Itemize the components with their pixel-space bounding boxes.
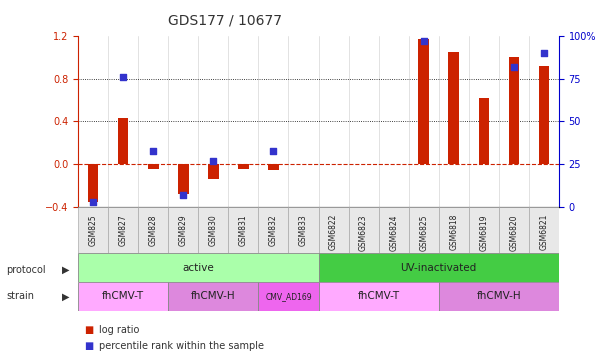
FancyBboxPatch shape bbox=[499, 207, 529, 253]
FancyBboxPatch shape bbox=[168, 207, 198, 253]
Bar bbox=[178, 164, 189, 194]
Point bbox=[88, 199, 98, 205]
FancyBboxPatch shape bbox=[319, 207, 349, 253]
Bar bbox=[418, 39, 429, 164]
Text: GSM6822: GSM6822 bbox=[329, 214, 338, 250]
FancyBboxPatch shape bbox=[349, 207, 379, 253]
Text: UV-inactivated: UV-inactivated bbox=[401, 263, 477, 273]
Text: GDS177 / 10677: GDS177 / 10677 bbox=[168, 14, 282, 28]
FancyBboxPatch shape bbox=[78, 207, 108, 253]
Text: GSM6819: GSM6819 bbox=[480, 214, 488, 251]
Text: fhCMV-H: fhCMV-H bbox=[477, 291, 521, 301]
Point bbox=[209, 158, 218, 164]
Bar bbox=[268, 164, 279, 170]
Text: GSM6820: GSM6820 bbox=[510, 214, 518, 251]
Text: ■: ■ bbox=[84, 325, 93, 335]
Text: GSM832: GSM832 bbox=[269, 214, 278, 246]
Text: log ratio: log ratio bbox=[99, 325, 139, 335]
Point bbox=[539, 50, 549, 56]
FancyBboxPatch shape bbox=[258, 282, 319, 311]
FancyBboxPatch shape bbox=[78, 253, 319, 282]
FancyBboxPatch shape bbox=[439, 207, 469, 253]
FancyBboxPatch shape bbox=[319, 282, 439, 311]
Text: CMV_AD169: CMV_AD169 bbox=[265, 292, 312, 301]
Text: GSM829: GSM829 bbox=[179, 214, 188, 246]
Text: fhCMV-H: fhCMV-H bbox=[191, 291, 236, 301]
FancyBboxPatch shape bbox=[319, 253, 559, 282]
Point bbox=[118, 74, 128, 80]
Text: fhCMV-T: fhCMV-T bbox=[102, 291, 144, 301]
FancyBboxPatch shape bbox=[469, 207, 499, 253]
Text: percentile rank within the sample: percentile rank within the sample bbox=[99, 341, 264, 351]
Text: GSM825: GSM825 bbox=[89, 214, 97, 246]
Point bbox=[269, 148, 278, 154]
FancyBboxPatch shape bbox=[439, 282, 559, 311]
FancyBboxPatch shape bbox=[168, 282, 258, 311]
Point bbox=[419, 38, 429, 44]
FancyBboxPatch shape bbox=[288, 207, 319, 253]
FancyBboxPatch shape bbox=[529, 207, 559, 253]
Text: GSM831: GSM831 bbox=[239, 214, 248, 246]
Bar bbox=[118, 118, 129, 164]
Text: fhCMV-T: fhCMV-T bbox=[358, 291, 400, 301]
FancyBboxPatch shape bbox=[138, 207, 168, 253]
Bar bbox=[88, 164, 99, 202]
Bar bbox=[508, 57, 519, 164]
Bar bbox=[208, 164, 219, 179]
Text: ■: ■ bbox=[84, 341, 93, 351]
Text: GSM830: GSM830 bbox=[209, 214, 218, 246]
Text: GSM6825: GSM6825 bbox=[419, 214, 428, 251]
Bar bbox=[448, 52, 459, 164]
Point bbox=[509, 64, 519, 69]
Text: GSM833: GSM833 bbox=[299, 214, 308, 246]
Point bbox=[148, 148, 158, 154]
Text: GSM6824: GSM6824 bbox=[389, 214, 398, 251]
Text: ▶: ▶ bbox=[62, 265, 69, 275]
Text: GSM6818: GSM6818 bbox=[450, 214, 458, 250]
FancyBboxPatch shape bbox=[379, 207, 409, 253]
Bar bbox=[478, 98, 489, 164]
Text: GSM6823: GSM6823 bbox=[359, 214, 368, 251]
Text: GSM6821: GSM6821 bbox=[540, 214, 548, 250]
Text: active: active bbox=[183, 263, 214, 273]
Text: strain: strain bbox=[6, 291, 34, 301]
FancyBboxPatch shape bbox=[198, 207, 228, 253]
FancyBboxPatch shape bbox=[78, 282, 168, 311]
Point bbox=[178, 192, 188, 198]
FancyBboxPatch shape bbox=[258, 207, 288, 253]
Bar bbox=[238, 164, 249, 169]
Text: GSM828: GSM828 bbox=[149, 214, 157, 246]
Text: protocol: protocol bbox=[6, 265, 46, 275]
Bar bbox=[538, 66, 549, 164]
Bar bbox=[148, 164, 159, 169]
FancyBboxPatch shape bbox=[108, 207, 138, 253]
Text: GSM827: GSM827 bbox=[119, 214, 127, 246]
Point bbox=[479, 4, 489, 9]
FancyBboxPatch shape bbox=[409, 207, 439, 253]
FancyBboxPatch shape bbox=[228, 207, 258, 253]
Text: ▶: ▶ bbox=[62, 291, 69, 301]
